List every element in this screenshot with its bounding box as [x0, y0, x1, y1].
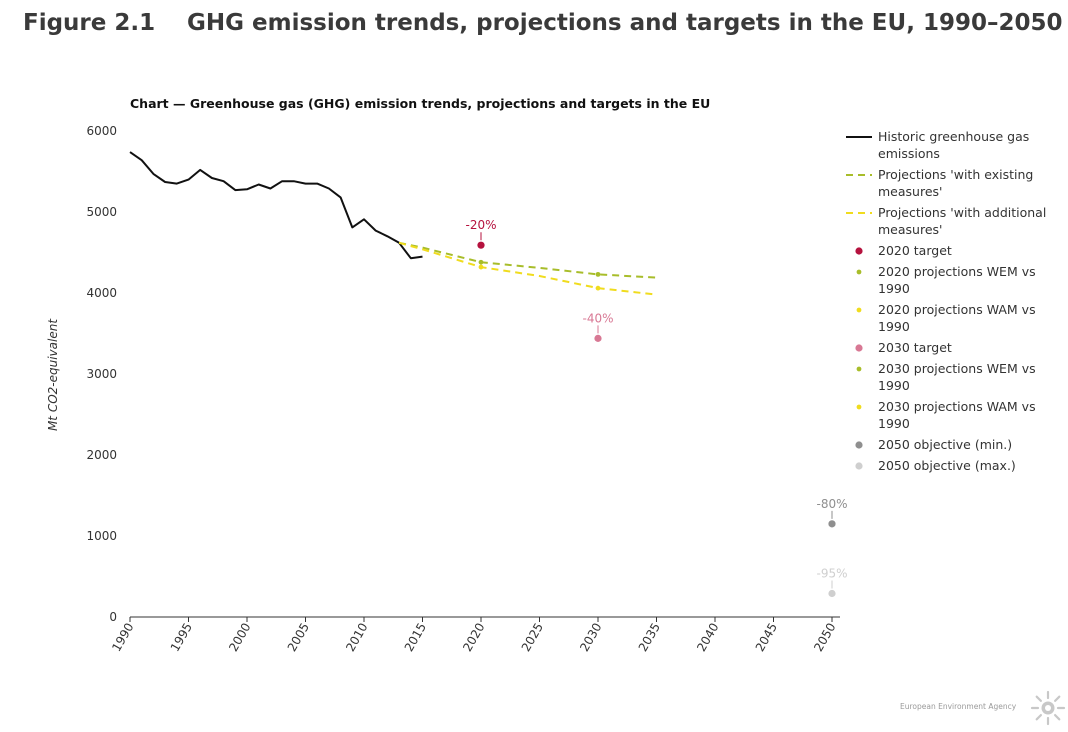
legend-label: 2020 projections WEM vs: [878, 264, 1036, 279]
point-marker-1: [478, 259, 484, 265]
x-tick-label: 1990: [109, 621, 136, 654]
legend-item[interactable]: 2020 target: [855, 243, 952, 258]
x-tick-label: 2005: [285, 621, 312, 654]
legend-swatch-dot: [855, 344, 863, 352]
legend-swatch-dot: [856, 269, 862, 275]
x-tick-label: 2030: [577, 621, 604, 654]
legend-label: 1990: [878, 416, 910, 431]
x-tick-label: 2040: [694, 621, 721, 654]
figure-title: GHG emission trends, projections and tar…: [187, 10, 1063, 36]
x-axis: 1990 1995 2000 2005 2010 2015 2020 2025 2030 2035…: [109, 617, 839, 654]
point-data-label: -40%: [582, 311, 613, 325]
legend-label: 2030 projections WAM vs: [878, 399, 1036, 414]
points-layer: -20% -40% -80% -95%: [465, 218, 848, 598]
y-axis: 0 1000 2000 3000 4000 5000 6000: [86, 124, 117, 624]
x-tick-label: 2045: [753, 621, 780, 654]
legend-label: measures': [878, 184, 942, 199]
legend-item[interactable]: 2030 projections WEM vs 1990: [856, 361, 1036, 393]
legend-label: Projections 'with additional: [878, 205, 1046, 220]
point-marker-2: [478, 264, 484, 270]
legend-swatch-dot: [856, 366, 862, 372]
legend-item[interactable]: 2050 objective (max.): [855, 458, 1016, 473]
y-tick-label: 2000: [86, 448, 117, 462]
legend-item[interactable]: 2050 objective (min.): [855, 437, 1012, 452]
legend-label: 2030 projections WEM vs: [878, 361, 1036, 376]
legend[interactable]: Historic greenhouse gas emissions Projecti…: [846, 129, 1046, 473]
point-marker-0: [477, 241, 485, 249]
y-tick-label: 5000: [86, 205, 117, 219]
legend-item[interactable]: 2030 target: [855, 340, 952, 355]
x-tick-label: 2035: [636, 621, 663, 654]
legend-item[interactable]: Projections 'with additional measures': [846, 205, 1046, 237]
y-axis-label: Mt CO2-equivalent: [46, 318, 60, 431]
legend-label: 1990: [878, 378, 910, 393]
point-marker-7: [828, 589, 836, 598]
point-data-label: -80%: [816, 497, 847, 511]
legend-item[interactable]: Projections 'with existing measures': [846, 167, 1033, 199]
legend-label: 2020 target: [878, 243, 952, 258]
point-marker-6: [828, 520, 836, 528]
x-tick-label: 2025: [519, 621, 546, 654]
legend-item[interactable]: 2020 projections WAM vs 1990: [856, 302, 1036, 334]
legend-item[interactable]: 2020 projections WEM vs 1990: [856, 264, 1036, 296]
x-tick-label: 2000: [226, 621, 253, 654]
point-marker-4: [595, 271, 601, 277]
legend-label: 1990: [878, 319, 910, 334]
y-tick-label: 1000: [86, 529, 117, 543]
eea-logo-text: European Environment Agency: [900, 702, 1017, 711]
point-data-label: -95%: [816, 567, 847, 581]
x-tick-label: 2010: [343, 621, 370, 654]
legend-label: 1990: [878, 281, 910, 296]
legend-label: Historic greenhouse gas: [878, 129, 1029, 144]
y-tick-label: 6000: [86, 124, 117, 138]
legend-item[interactable]: Historic greenhouse gas emissions: [846, 129, 1029, 161]
point-marker-3: [594, 334, 602, 342]
series-layer: [129, 151, 657, 296]
point-marker-5: [595, 285, 601, 291]
point-data-label: -20%: [465, 218, 496, 232]
series-line-1: [398, 241, 657, 279]
y-tick-label: 0: [109, 610, 117, 624]
y-tick-label: 3000: [86, 367, 117, 381]
legend-swatch-dot: [855, 247, 863, 255]
chart-title: Chart — Greenhouse gas (GHG) emission tr…: [130, 96, 710, 111]
series-line-0: [129, 151, 423, 260]
legend-label: 2020 projections WAM vs: [878, 302, 1036, 317]
legend-label: emissions: [878, 146, 940, 161]
legend-label: Projections 'with existing: [878, 167, 1033, 182]
legend-swatch-dot: [855, 441, 863, 449]
legend-item[interactable]: 2030 projections WAM vs 1990: [856, 399, 1036, 431]
x-tick-label: 2050: [811, 621, 838, 654]
figure-number: Figure 2.1: [23, 10, 156, 36]
x-tick-label: 1995: [168, 621, 195, 654]
y-tick-label: 4000: [86, 286, 117, 300]
legend-label: 2030 target: [878, 340, 952, 355]
legend-label: 2050 objective (max.): [878, 458, 1016, 473]
legend-swatch-dot: [856, 404, 862, 410]
eea-sun-icon: [1030, 690, 1066, 726]
legend-label: measures': [878, 222, 942, 237]
legend-swatch-dot: [855, 462, 863, 470]
legend-swatch-dot: [856, 307, 862, 313]
x-tick-label: 2015: [402, 621, 429, 654]
x-tick-label: 2020: [460, 621, 487, 654]
legend-label: 2050 objective (min.): [878, 437, 1012, 452]
